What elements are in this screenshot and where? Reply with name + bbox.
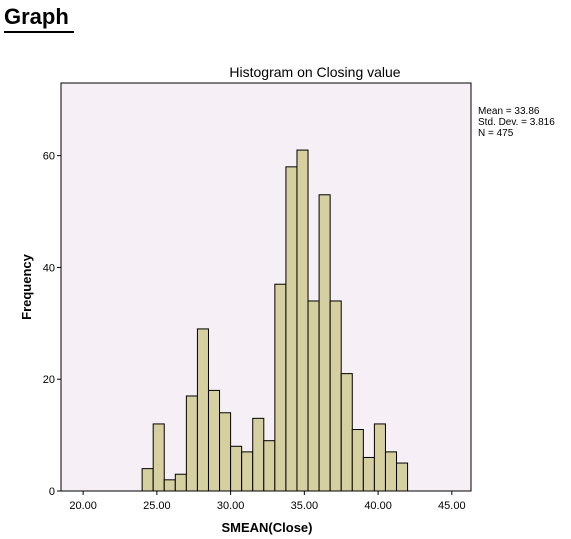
histogram-bar-5 bbox=[196, 328, 209, 492]
stat-std-dev: Std. Dev. = 3.816 bbox=[478, 117, 555, 128]
histogram-bar-15 bbox=[307, 300, 320, 492]
statistics-box: Mean = 33.86 Std. Dev. = 3.816 N = 475 bbox=[478, 106, 555, 139]
x-tick-label: 25.00 bbox=[143, 500, 171, 512]
y-tick-label: 0 bbox=[49, 486, 55, 498]
histogram-bar-17 bbox=[329, 300, 342, 492]
y-axis-label: Frequency bbox=[19, 253, 34, 320]
x-tick-label: 20.00 bbox=[69, 500, 97, 512]
x-tick-label: 35.00 bbox=[291, 500, 319, 512]
y-tick-label: 20 bbox=[43, 374, 55, 386]
bars-layer bbox=[141, 149, 409, 492]
histogram-bar-0 bbox=[141, 468, 154, 492]
page-heading: Graph bbox=[4, 4, 69, 29]
x-axis-label: SMEAN(Close) bbox=[221, 520, 312, 535]
histogram-bar-14 bbox=[296, 149, 309, 492]
heading-underline bbox=[4, 31, 74, 33]
histogram-bar-13 bbox=[285, 166, 298, 492]
histogram-bar-19 bbox=[351, 429, 364, 492]
histogram-bar-4 bbox=[185, 395, 198, 492]
axes-layer: 20.00 25.00 30.00 35.00 40.00 45.00 0 20 40 60 bbox=[43, 151, 466, 512]
histogram-bar-23 bbox=[396, 462, 409, 492]
x-tick-label: 45.00 bbox=[438, 500, 466, 512]
histogram-bar-2 bbox=[163, 479, 176, 492]
y-tick-label: 40 bbox=[43, 262, 55, 274]
histogram-bar-11 bbox=[263, 440, 276, 492]
x-tick-label: 30.00 bbox=[217, 500, 245, 512]
histogram-bar-7 bbox=[219, 412, 232, 492]
chart-title: Histogram on Closing value bbox=[229, 64, 400, 80]
x-tick-label: 40.00 bbox=[364, 500, 392, 512]
plot-area bbox=[60, 82, 472, 492]
histogram-bar-22 bbox=[384, 451, 398, 492]
histogram-bar-8 bbox=[230, 445, 243, 492]
histogram-bar-9 bbox=[241, 451, 254, 492]
histogram-bar-10 bbox=[252, 417, 265, 492]
stat-n: N = 475 bbox=[478, 128, 514, 139]
histogram-bar-16 bbox=[318, 194, 331, 492]
stat-mean: Mean = 33.86 bbox=[478, 106, 540, 117]
y-tick-label: 60 bbox=[43, 151, 55, 163]
histogram-bar-12 bbox=[274, 283, 287, 492]
histogram-bar-20 bbox=[362, 456, 375, 492]
histogram-bar-6 bbox=[207, 389, 221, 492]
histogram-bar-1 bbox=[152, 423, 165, 492]
histogram-bar-18 bbox=[340, 373, 353, 492]
histogram-bar-21 bbox=[373, 423, 386, 492]
histogram-bar-3 bbox=[174, 473, 187, 492]
